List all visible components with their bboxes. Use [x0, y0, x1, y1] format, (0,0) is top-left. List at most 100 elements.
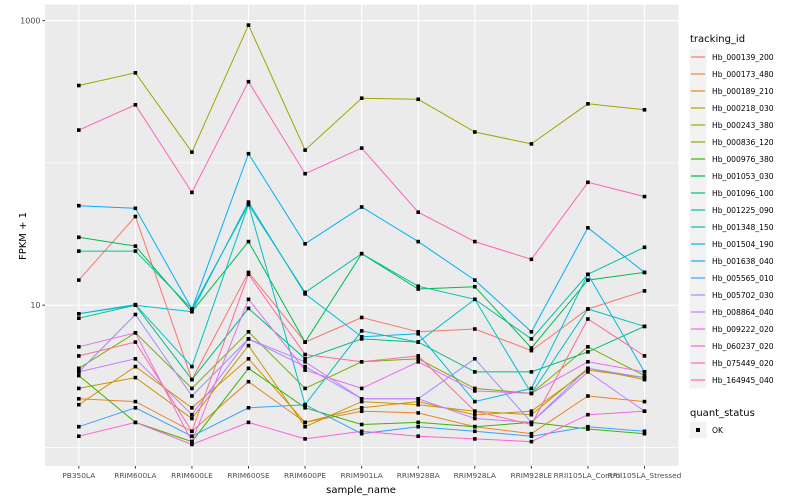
data-point [246, 357, 251, 361]
data-point [416, 420, 420, 425]
data-point [359, 399, 364, 404]
data-point [77, 278, 81, 282]
x-tick-label: RRIM600PE [284, 471, 326, 480]
data-point [473, 239, 477, 244]
data-point [642, 324, 647, 329]
data-point [416, 340, 420, 344]
data-point [133, 244, 138, 248]
data-point [642, 399, 647, 404]
data-point [416, 332, 420, 336]
legend-entry-Hb_001638_040: Hb_001638_040 [689, 252, 774, 270]
data-point [359, 360, 364, 364]
data-point [77, 366, 81, 371]
legend-entry-Hb_000243_380: Hb_000243_380 [689, 116, 774, 134]
legend-entry-Hb_005702_030: Hb_005702_030 [689, 286, 774, 304]
data-point [473, 416, 477, 421]
data-point [642, 431, 647, 436]
legend-entry-Hb_000218_030: Hb_000218_030 [689, 99, 774, 117]
data-point [77, 373, 81, 378]
data-point [77, 249, 81, 253]
data-point [190, 416, 194, 421]
data-point [246, 270, 251, 275]
data-point [303, 424, 307, 429]
data-point [359, 146, 364, 150]
data-point [359, 315, 364, 320]
legend-quant-entry: OK [689, 421, 724, 439]
x-tick-label: RRIM901LA [341, 471, 383, 480]
data-point [529, 412, 534, 417]
data-point [77, 83, 81, 88]
data-point [190, 150, 194, 154]
data-point [586, 394, 590, 398]
data-point [303, 148, 307, 152]
data-point [133, 249, 138, 253]
data-point [133, 364, 138, 369]
data-point [77, 424, 81, 429]
legend-label: Hb_005702_030 [712, 291, 774, 300]
legend-entry-Hb_000976_380: Hb_000976_380 [689, 150, 774, 168]
data-point [473, 437, 477, 441]
legend-label: Hb_000243_380 [712, 121, 774, 130]
legend-label: Hb_000836_120 [712, 138, 774, 147]
legend-label: Hb_001348_150 [712, 223, 774, 232]
data-point [642, 108, 647, 112]
data-point [133, 331, 138, 335]
data-point [642, 270, 647, 275]
legend-entry-Hb_001225_090: Hb_001225_090 [689, 201, 774, 219]
data-point [77, 354, 81, 358]
data-point [473, 412, 477, 417]
data-point [586, 272, 590, 277]
data-point [416, 360, 420, 364]
data-point [586, 424, 590, 429]
data-point [642, 375, 647, 380]
data-point [133, 71, 138, 75]
data-point [133, 312, 138, 317]
data-point [359, 422, 364, 427]
legend: tracking_id quant_status Hb_000139_200Hb… [689, 34, 774, 439]
data-point [586, 180, 590, 185]
data-point [133, 103, 138, 107]
legend-label: Hb_060237_020 [712, 342, 774, 351]
data-point [359, 429, 364, 434]
data-point [359, 406, 364, 410]
y-tick-label: 1000 [20, 16, 40, 25]
legend-label: Hb_008864_040 [712, 308, 774, 317]
legend-title-tracking-id: tracking_id [690, 34, 745, 45]
data-point [77, 316, 81, 320]
data-point [246, 420, 251, 425]
data-point [473, 130, 477, 134]
data-point [246, 406, 251, 410]
data-point [190, 377, 194, 382]
data-point [416, 411, 420, 415]
data-point [303, 360, 307, 364]
x-tick-label: RRIM928BA [397, 471, 440, 480]
data-point [246, 337, 251, 341]
data-point [473, 386, 477, 391]
data-point [529, 439, 534, 444]
data-point [133, 340, 138, 344]
legend-entry-Hb_008864_040: Hb_008864_040 [689, 303, 774, 321]
data-point [642, 409, 647, 413]
data-point [416, 402, 420, 407]
data-point [586, 317, 590, 321]
legend-entry-Hb_001053_030: Hb_001053_030 [689, 167, 774, 185]
data-point [77, 386, 81, 391]
x-tick-label: RRII105LA_Stressed [608, 471, 682, 480]
data-point [77, 397, 81, 401]
data-point [642, 245, 647, 250]
data-point [246, 297, 251, 302]
data-point [133, 406, 138, 410]
data-point [359, 431, 364, 436]
data-point [586, 226, 590, 230]
data-point [416, 424, 420, 429]
legend-entry-Hb_005565_010: Hb_005565_010 [689, 269, 774, 287]
data-point [359, 337, 364, 341]
legend-entry-Hb_001504_190: Hb_001504_190 [689, 235, 774, 253]
data-point [473, 284, 477, 289]
data-point [133, 420, 138, 425]
data-point [586, 345, 590, 349]
data-point [416, 330, 420, 334]
data-point [473, 429, 477, 434]
legend-entry-Hb_009222_020: Hb_009222_020 [689, 320, 774, 338]
